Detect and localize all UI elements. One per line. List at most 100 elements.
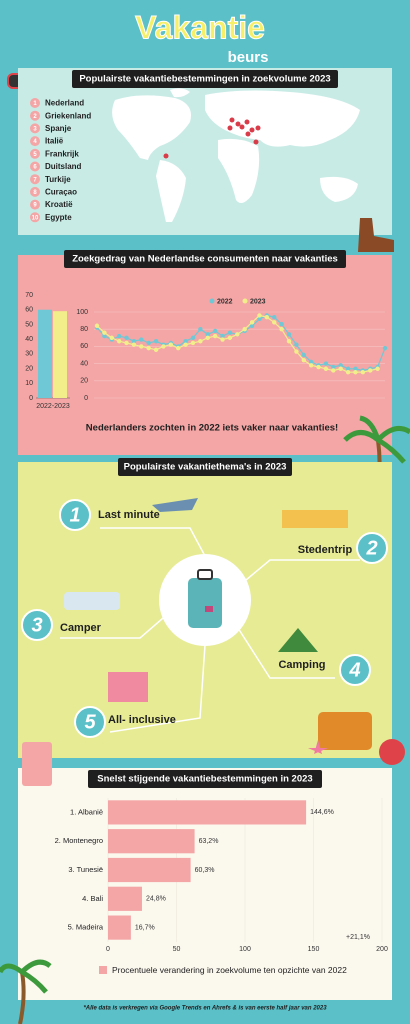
- destination-name: Italië: [45, 137, 64, 146]
- destination-name: Turkije: [45, 175, 71, 184]
- y-tick-label: 100: [76, 309, 88, 316]
- boot-icon: [358, 218, 394, 252]
- decor-icons: [64, 498, 405, 765]
- line-point: [183, 339, 188, 344]
- line-point: [161, 344, 166, 349]
- line-point: [190, 335, 196, 340]
- line-point: [308, 363, 314, 368]
- legend-label: 2023: [250, 298, 266, 305]
- line-point: [124, 340, 129, 346]
- section-title: Populairste vakantiethema's in 2023: [124, 462, 287, 473]
- line-point: [220, 333, 225, 339]
- line-point: [323, 366, 329, 371]
- theme-number: 4: [348, 659, 360, 681]
- theme-label: Camping: [278, 659, 325, 671]
- line-point: [301, 352, 306, 358]
- x-tick-label: 100: [239, 946, 251, 953]
- line-point: [257, 313, 262, 318]
- rank-badge: [30, 123, 40, 134]
- line-point: [272, 314, 277, 320]
- y-tick-label: 3. Tunesië: [68, 865, 103, 874]
- line-point: [279, 321, 284, 327]
- x-tick-label: 0: [106, 946, 110, 953]
- theme-label: All- inclusive: [108, 714, 176, 726]
- line-point: [286, 339, 292, 344]
- line-point: [205, 335, 210, 340]
- line-point: [205, 332, 210, 337]
- y-tick-label: 30: [25, 351, 33, 358]
- rank-number: 2: [33, 114, 37, 120]
- rank-badge: [30, 212, 40, 223]
- section-title: Snelst stijgende vakantiebestemmingen in…: [97, 774, 312, 785]
- rank-number: 4: [33, 139, 37, 145]
- line-point: [331, 364, 336, 370]
- line-point: [220, 337, 225, 342]
- rank-number: 1: [33, 101, 37, 107]
- line-point: [353, 370, 358, 375]
- line-point: [345, 366, 351, 371]
- section-title-pill: [88, 770, 322, 788]
- theme-badge: [21, 609, 53, 641]
- line-chart: 0 20 40 60 80 100 2022 2023: [76, 298, 388, 402]
- line-point: [353, 366, 358, 371]
- line-point: [294, 349, 299, 354]
- line-point: [368, 368, 373, 373]
- line-point: [124, 335, 129, 340]
- bar: [108, 915, 131, 940]
- small-bar-chart: 0 10 20 30 40 50 60 70 2022-2023: [25, 292, 70, 410]
- y-tick-label: 0: [84, 395, 88, 402]
- world-map: [112, 88, 360, 222]
- line-point: [168, 342, 174, 347]
- line-point: [338, 363, 343, 368]
- line-point: [116, 339, 122, 344]
- rank-badge: [30, 136, 40, 147]
- theme-list: 1 Last minute 2 Stedentrip 3 Camper 4 Camping 5 A…: [21, 499, 388, 738]
- y-tick-label: 80: [80, 326, 88, 333]
- rank-badge: [30, 199, 40, 210]
- destination-name: Curaçao: [45, 188, 77, 197]
- line-point: [94, 323, 100, 328]
- line-point: [131, 342, 137, 347]
- y-tick-label: 40: [80, 360, 88, 367]
- bar: [108, 886, 142, 911]
- line-point: [131, 339, 137, 344]
- chart-annotation: Nederlanders zochten in 2022 iets vaker …: [86, 423, 338, 434]
- theme-number: 2: [365, 537, 377, 559]
- line-point: [176, 345, 181, 351]
- bar: [108, 829, 195, 854]
- destination-name: Spanje: [45, 124, 72, 133]
- connector-lines: [60, 527, 360, 733]
- line-point: [139, 337, 144, 342]
- line-point: [382, 345, 388, 351]
- line-point: [227, 335, 233, 340]
- rank-number: 7: [33, 177, 37, 183]
- y-tick-label: 70: [25, 292, 33, 299]
- section-title: Zoekgedrag van Nederlandse consumenten n…: [72, 254, 338, 265]
- y-tick-label: 4. Bali: [82, 894, 103, 903]
- line-point: [301, 357, 306, 363]
- line-point: [308, 359, 314, 365]
- rank-badge: [30, 148, 40, 159]
- line-point: [102, 330, 107, 335]
- y-tick-label: 0: [29, 395, 33, 402]
- theme-number: 1: [69, 504, 80, 526]
- line-point: [198, 339, 203, 344]
- x-tick-label: 50: [173, 946, 181, 953]
- line-point: [286, 332, 292, 337]
- rank-number: 9: [33, 203, 37, 209]
- theme-badge: [59, 499, 91, 531]
- line-point: [375, 366, 380, 371]
- bar: [38, 309, 52, 398]
- destination-name: Frankrijk: [45, 149, 79, 158]
- value-label: 60,3%: [195, 867, 215, 874]
- theme-label: Stedentrip: [298, 544, 353, 556]
- line-point: [102, 333, 107, 339]
- line-point: [257, 316, 262, 322]
- value-label: 144,6%: [310, 809, 334, 816]
- line-point: [190, 340, 196, 346]
- y-tick-label: 10: [25, 380, 33, 387]
- rank-number: 3: [33, 126, 37, 132]
- x-tick-label: 2022-2023: [36, 403, 70, 410]
- rank-number: 8: [33, 190, 37, 196]
- line-point: [272, 320, 277, 325]
